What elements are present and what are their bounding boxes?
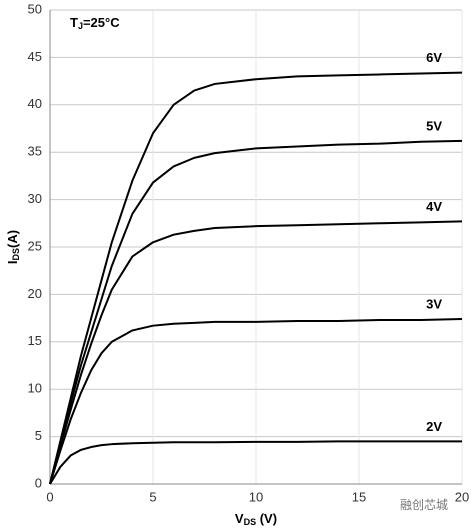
curve [49,440,462,485]
curve [49,318,463,485]
y-tick-label: 40 [28,96,42,111]
series-label: 5V [426,118,442,133]
y-tick-label: 15 [28,333,42,348]
y-tick-label: 25 [28,238,42,253]
annotation-main: T [70,15,78,30]
watermark: 融创芯城 [400,498,448,512]
annotation-rest: =25°C [83,15,120,30]
series-label: 6V [426,50,442,65]
y-tick-label: 30 [28,191,42,206]
series-label: 4V [426,199,442,214]
y-tick-label: 35 [28,144,42,159]
series-label: 2V [426,419,442,434]
y-tick-label: 0 [35,475,42,490]
curve [49,220,463,485]
y-label-sub: DS [11,248,21,261]
y-label-main: I [5,260,20,264]
y-label-rest: (A) [5,230,20,248]
x-tick-label: 15 [352,489,366,504]
curve [49,71,463,485]
x-tick-label: 5 [149,489,156,504]
x-tick-label: 10 [249,489,263,504]
curve [49,139,463,485]
series-label: 3V [426,296,442,311]
x-label-sub: DS [244,517,257,527]
y-tick-label: 45 [28,49,42,64]
x-axis-label: VDS (V) [235,511,277,527]
x-label-main: V [235,511,244,526]
y-axis-label: IDS(A) [5,230,21,264]
x-tick-label: 20 [455,489,469,504]
y-tick-label: 50 [28,1,42,16]
x-label-rest: (V) [256,511,277,526]
annotation-sub: J [78,21,83,31]
y-tick-label: 5 [35,428,42,443]
y-tick-label: 10 [28,381,42,396]
annotation: TJ=25°C [70,15,120,31]
x-tick-label: 0 [46,489,53,504]
y-tick-label: 20 [28,286,42,301]
